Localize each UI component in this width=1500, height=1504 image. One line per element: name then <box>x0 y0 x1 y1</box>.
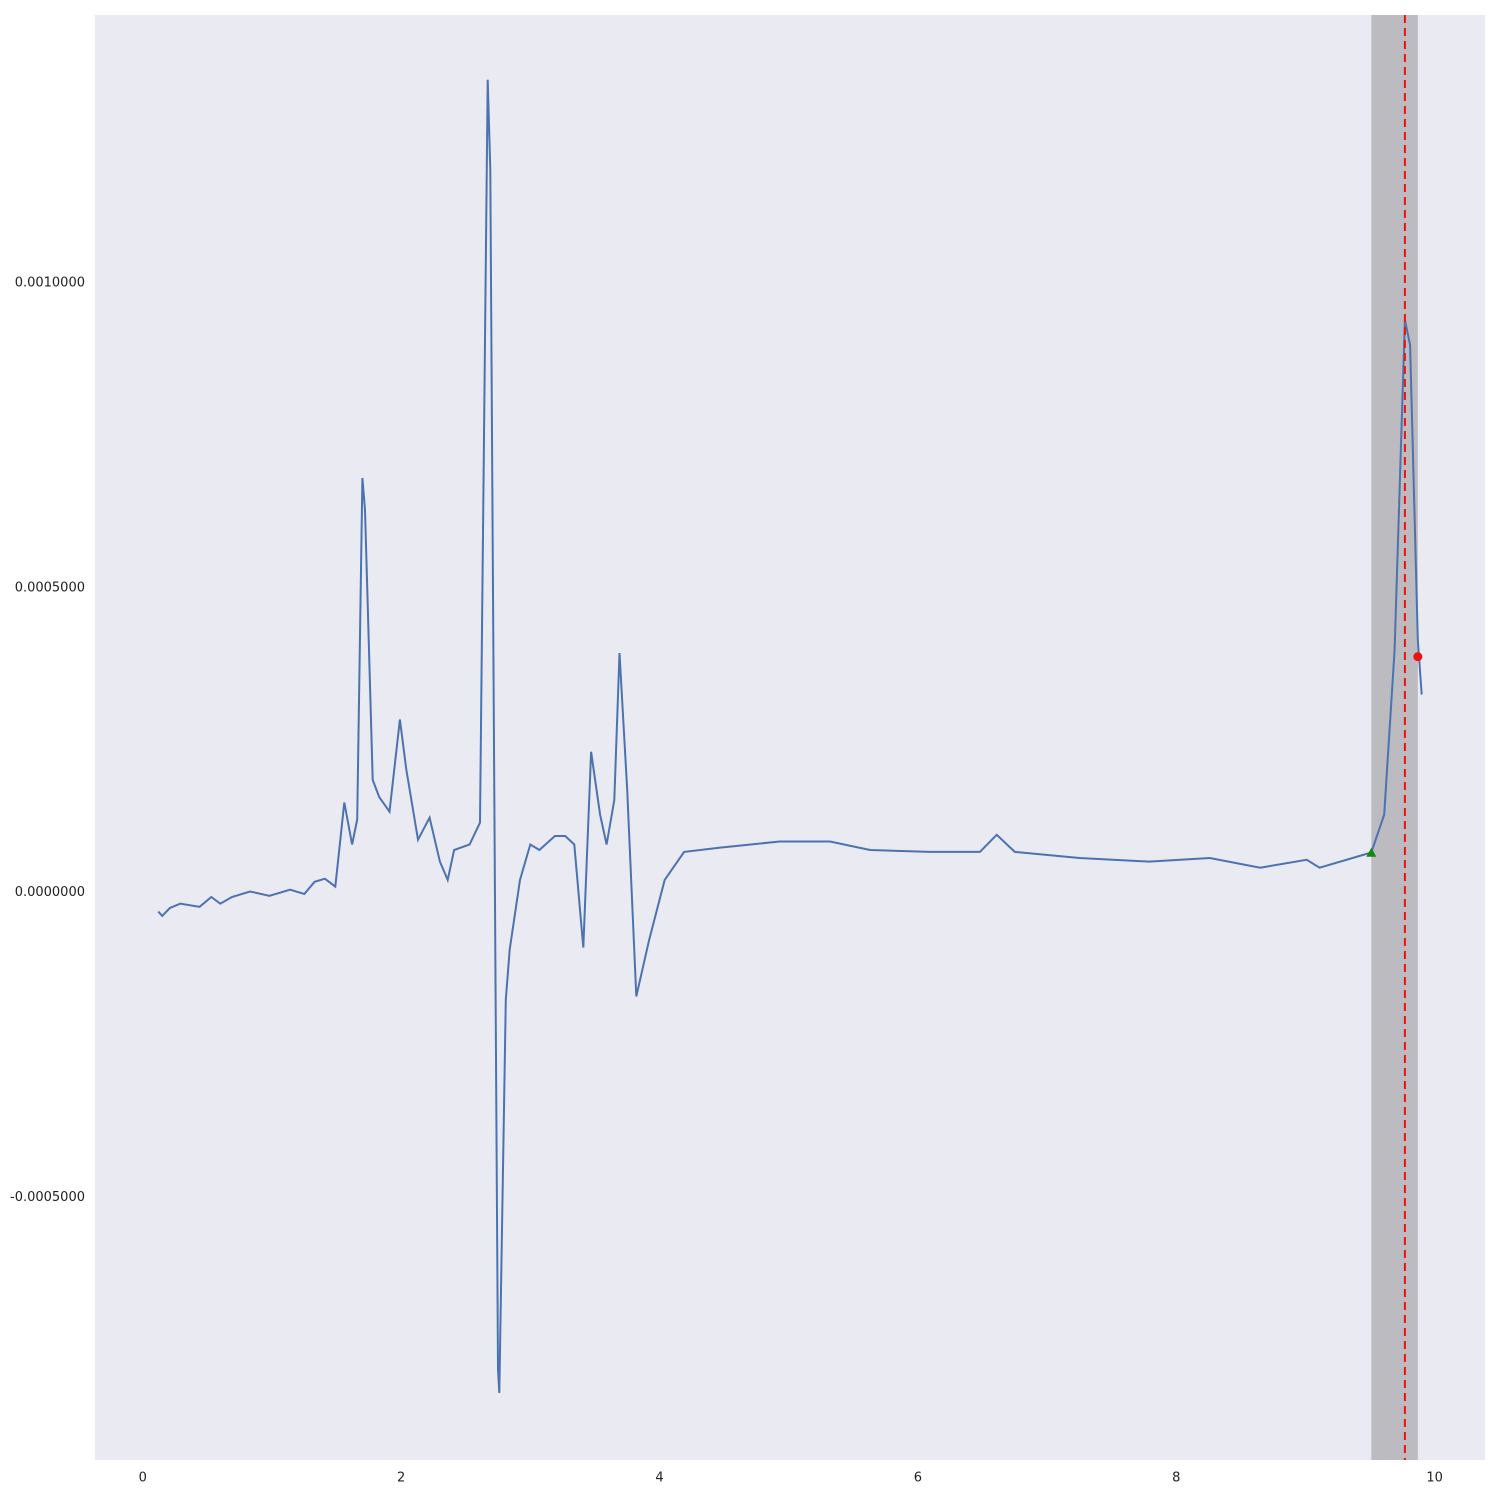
triangle-marker <box>1366 847 1377 857</box>
x-tick-label: 2 <box>397 1471 405 1486</box>
y-tick-label: -0.0005000 <box>10 1190 85 1205</box>
circle-marker <box>1413 652 1423 662</box>
x-tick-label: 10 <box>1426 1471 1443 1486</box>
y-tick-label: 0.0005000 <box>15 580 85 595</box>
x-tick-label: 8 <box>1172 1471 1180 1486</box>
plot-area <box>95 15 1485 1460</box>
x-tick-label: 4 <box>655 1471 663 1486</box>
x-tick-label: 6 <box>914 1471 922 1486</box>
y-tick-label: 0.0000000 <box>15 885 85 900</box>
highlight-span <box>1371 15 1418 1460</box>
data-line <box>157 79 1423 1393</box>
x-tick-label: 0 <box>139 1471 147 1486</box>
y-tick-label: 0.0010000 <box>15 275 85 290</box>
